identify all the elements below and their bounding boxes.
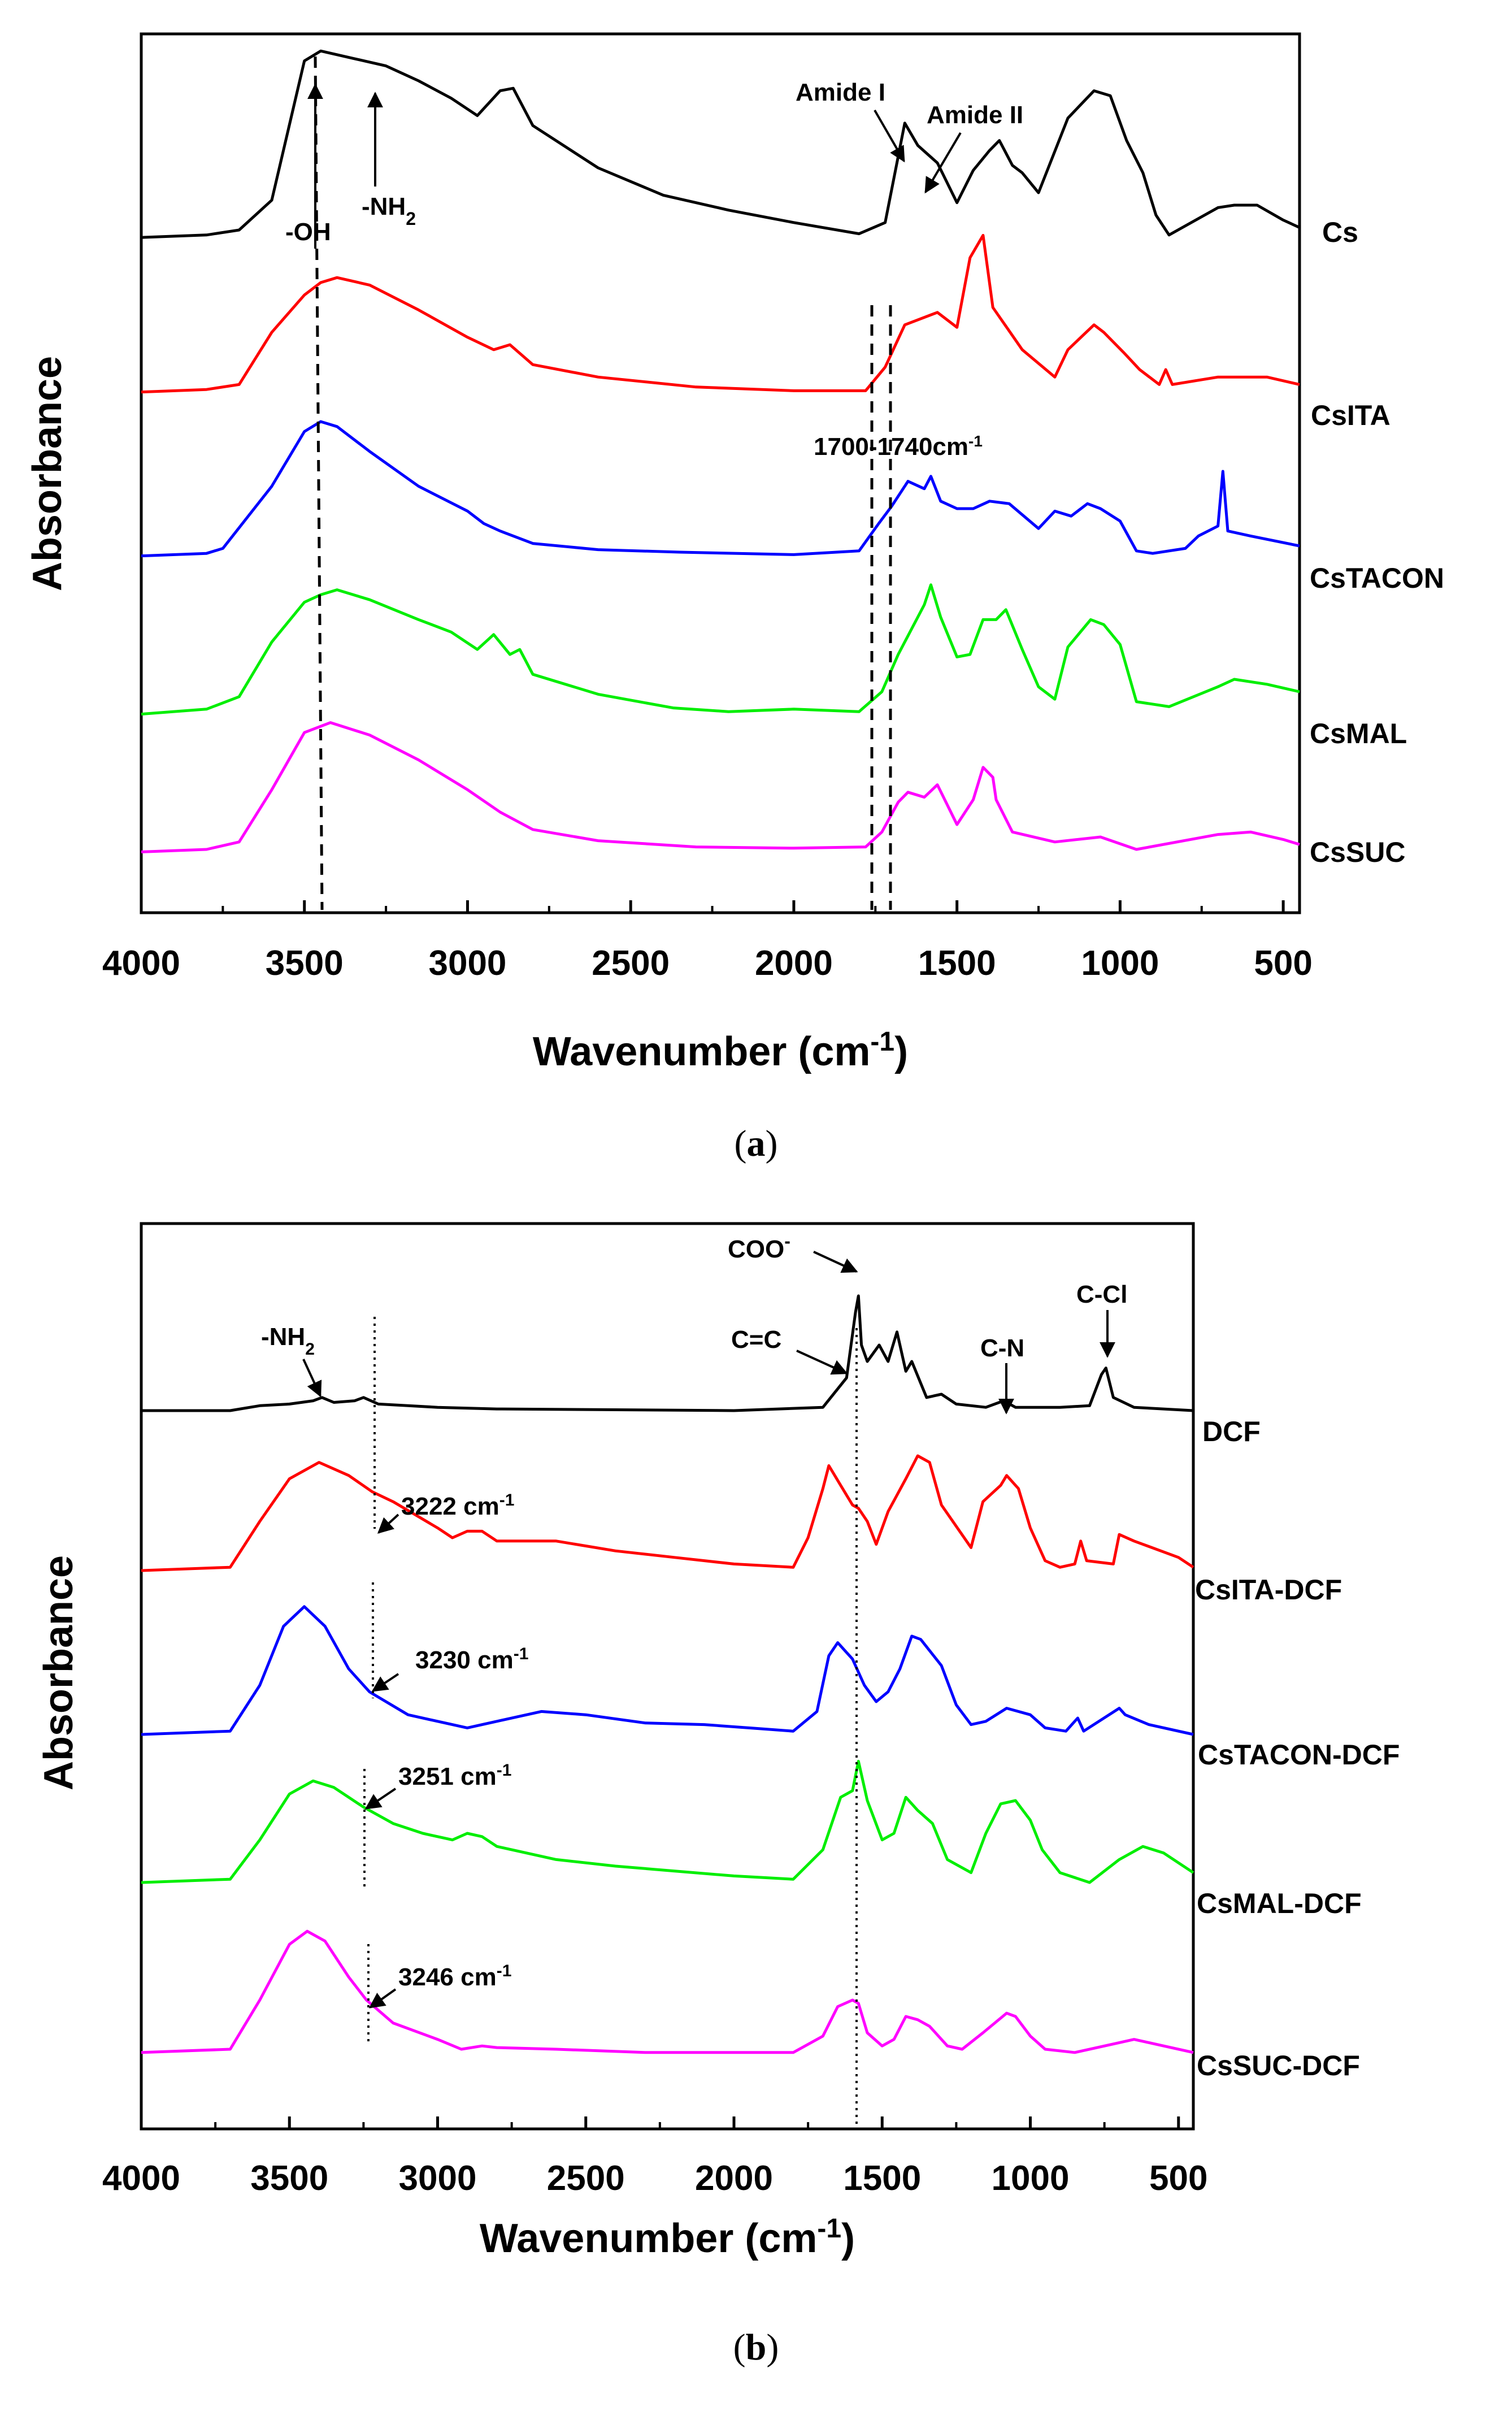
- x-ticks-b: 4000 3500 3000 2500 2000 1500 1000 500: [102, 2116, 1208, 2198]
- series-line-csmal: [141, 583, 1300, 716]
- series-label-cssuc: CsSUC: [1310, 836, 1405, 868]
- series-line-cstacon-dcf: [141, 1605, 1194, 1736]
- mal-shift-annotation: 3251 cm-1: [398, 1761, 511, 1791]
- series-line-csmal-dcf: [141, 1759, 1194, 1884]
- x-tick-label-b-4000: 4000: [102, 2159, 180, 2198]
- y-axis-title-a: Absorbance: [25, 356, 70, 591]
- amide-i-annotation: Amide I: [796, 79, 885, 106]
- tacon-shift-arrow: [371, 1673, 399, 1692]
- series-label-csita: CsITA: [1311, 400, 1391, 431]
- amide-ii-annotation: Amide II: [927, 101, 1023, 129]
- x-tick-label-a-1500: 1500: [918, 944, 996, 983]
- suc-shift-annotation: 3246 cm-1: [398, 1962, 511, 1992]
- series-line-cssuc-dcf: [141, 1929, 1194, 2054]
- series-line-cstacon: [141, 420, 1300, 558]
- series-label-csita-dcf: CsITA-DCF: [1195, 1574, 1342, 1606]
- cc-annotation: C=C: [731, 1326, 781, 1354]
- panel-a-chart: 4000 3500 3000 2500 2000 1500 1000 500 -OH -NH2…: [25, 32, 1444, 1164]
- ccl-annotation: C-Cl: [1076, 1281, 1127, 1308]
- x-tick-label-b-1000: 1000: [992, 2159, 1070, 2198]
- x-axis-title-b: Wavenumber (cm-1): [480, 2214, 855, 2262]
- cc-arrow: [796, 1350, 848, 1375]
- x-tick-label-a-4000: 4000: [102, 944, 180, 983]
- ita-shift-annotation: 3222 cm-1: [401, 1491, 514, 1521]
- coo-annotation: COO-: [728, 1231, 790, 1263]
- series-label-csmal-dcf: CsMAL-DCF: [1197, 1888, 1362, 1919]
- mal-shift-arrow: [364, 1788, 397, 1810]
- nh2-annotation-b: -NH2: [261, 1323, 315, 1359]
- x-tick-label-b-500: 500: [1149, 2159, 1207, 2198]
- amide-ii-arrow: [924, 132, 962, 194]
- x-tick-label-b-2500: 2500: [547, 2159, 625, 2198]
- x-tick-label-a-500: 500: [1254, 944, 1312, 983]
- x-tick-label-b-1500: 1500: [843, 2159, 921, 2198]
- series-label-cstacon: CsTACON: [1310, 562, 1444, 594]
- panel-b-caption: (b): [733, 2327, 779, 2368]
- coo-arrow: [813, 1251, 858, 1273]
- plot-frame-b: [140, 1222, 1195, 2131]
- x-tick-label-b-3500: 3500: [250, 2159, 328, 2198]
- series-line-csita-dcf: [141, 1454, 1194, 1572]
- x-tick-label-a-2000: 2000: [755, 944, 833, 983]
- series-line-dcf: [141, 1294, 1194, 1412]
- x-tick-label-a-3500: 3500: [266, 944, 344, 983]
- series-group-b: [141, 1294, 1194, 2054]
- panel-a-caption: (a): [735, 1123, 778, 1164]
- series-line-cs: [141, 49, 1301, 239]
- x-tick-label-a-3000: 3000: [428, 944, 506, 983]
- x-tick-label-b-3000: 3000: [399, 2159, 477, 2198]
- tacon-shift-annotation: 3230 cm-1: [415, 1645, 528, 1675]
- series-line-csita: [141, 233, 1300, 394]
- ita-shift-arrow: [377, 1513, 399, 1534]
- series-label-dcf: DCF: [1202, 1416, 1261, 1447]
- x-tick-label-b-2000: 2000: [695, 2159, 773, 2198]
- suc-shift-arrow: [368, 1988, 397, 2009]
- x-tick-label-a-1000: 1000: [1081, 944, 1159, 983]
- amide-i-arrow: [874, 109, 905, 163]
- oh-annotation: -OH: [285, 218, 331, 246]
- cn-annotation: C-N: [980, 1334, 1024, 1362]
- nh2-annotation-a: -NH2: [362, 193, 416, 229]
- x-axis-title-a: Wavenumber (cm-1): [533, 1027, 908, 1075]
- range-annotation: 1700-1740cm-1: [814, 432, 983, 461]
- x-ticks-a: 4000 3500 3000 2500 2000 1500 1000 500: [102, 900, 1313, 983]
- plot-frame-a: [140, 32, 1301, 914]
- y-axis-title-b: Absorbance: [36, 1555, 81, 1790]
- panel-b-chart: 4000 3500 3000 2500 2000 1500 1000 500 -NH2 COO…: [36, 1222, 1400, 2368]
- series-label-cstacon-dcf: CsTACON-DCF: [1198, 1739, 1400, 1771]
- series-label-cs: Cs: [1322, 216, 1358, 248]
- x-tick-label-a-2500: 2500: [592, 944, 670, 983]
- series-line-cssuc: [141, 721, 1300, 853]
- series-label-csmal: CsMAL: [1310, 718, 1407, 749]
- series-label-cssuc-dcf: CsSUC-DCF: [1197, 2050, 1360, 2081]
- series-group-a: [141, 49, 1301, 853]
- nh2-arrow-b: [302, 1359, 322, 1398]
